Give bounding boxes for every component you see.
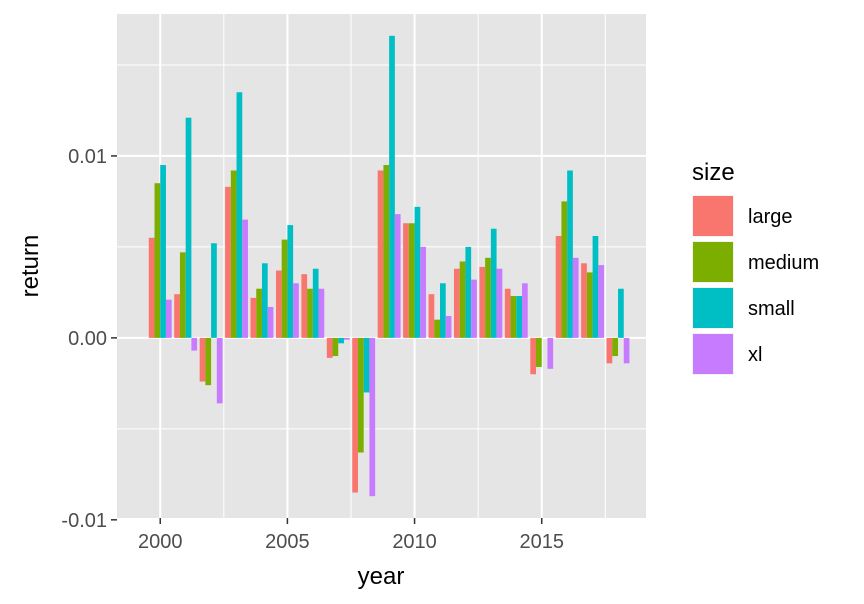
bar-xl-2010 (420, 246, 427, 338)
bar-small-2002 (211, 243, 217, 338)
legend-title: size (692, 159, 735, 186)
bar-xl-2005 (293, 283, 299, 338)
bar-small-2009 (389, 35, 395, 338)
bar-small-2018 (618, 288, 624, 338)
bar-medium-2012 (459, 261, 466, 338)
bar-large-2000 (148, 237, 155, 338)
axis-ticks (111, 155, 543, 524)
bar-large-2015 (530, 337, 537, 375)
bar-small-2004 (261, 263, 268, 338)
legend-swatch-xl (693, 334, 733, 374)
bar-small-2014 (516, 296, 523, 338)
bar-small-2005 (287, 225, 294, 338)
bar-large-2004 (250, 297, 257, 338)
bar-large-2012 (453, 268, 460, 338)
bar-large-2001 (174, 294, 180, 338)
bars (148, 35, 630, 497)
legend-label-large: large (748, 206, 792, 228)
bar-xl-2004 (267, 306, 274, 338)
x-tick-label: 2010 (392, 531, 437, 553)
bar-xl-2013 (496, 268, 503, 338)
legend-label-small: small (748, 298, 795, 320)
bar-medium-2018 (612, 337, 619, 357)
bar-medium-2005 (281, 239, 288, 338)
bar-medium-2013 (485, 257, 491, 338)
bar-small-2007 (338, 337, 344, 344)
bar-medium-2009 (383, 165, 390, 338)
bar-xl-2018 (623, 337, 630, 364)
bar-xl-2015 (547, 337, 554, 369)
y-axis-title: return (17, 235, 44, 298)
bar-large-2018 (606, 337, 613, 364)
x-tick-label: 2005 (265, 531, 310, 553)
bar-medium-2004 (256, 288, 262, 338)
bar-medium-2000 (154, 183, 161, 338)
bar-large-2008 (352, 337, 358, 493)
bar-xl-2008 (369, 337, 376, 497)
bar-small-2012 (465, 246, 472, 338)
bar-small-2008 (363, 337, 370, 393)
x-tick-label: 2015 (519, 531, 564, 553)
bar-medium-2016 (561, 201, 568, 338)
bar-large-2011 (428, 294, 435, 338)
bar-xl-2012 (471, 279, 477, 338)
bar-medium-2003 (230, 170, 237, 338)
legend-label-medium: medium (748, 252, 819, 274)
bar-large-2013 (479, 266, 486, 338)
bar-xl-2000 (165, 299, 172, 338)
bar-small-2010 (414, 206, 421, 338)
x-tick-label: 2000 (138, 531, 183, 553)
bar-xl-2001 (191, 337, 198, 351)
y-tick-label: 0.00 (68, 328, 107, 350)
bar-large-2009 (377, 170, 384, 338)
bar-small-2001 (185, 117, 192, 338)
tick-labels: 2000 2005 2010 2015 -0.01 0.00 0.01 (61, 146, 564, 553)
bar-small-2013 (490, 228, 497, 338)
bar-small-2003 (236, 92, 243, 338)
y-tick-label: -0.01 (61, 510, 107, 532)
bar-medium-2015 (536, 337, 542, 367)
bar-xl-2002 (216, 337, 223, 404)
bar-large-2010 (403, 223, 409, 338)
bar-medium-2008 (357, 337, 364, 453)
bar-medium-2017 (586, 272, 593, 338)
bar-xl-2009 (394, 214, 401, 338)
bar-large-2016 (555, 235, 562, 338)
bar-xl-2014 (522, 283, 528, 338)
bar-small-2011 (439, 283, 446, 338)
bar-large-2002 (199, 337, 206, 382)
bar-medium-2007 (332, 337, 339, 357)
bar-large-2005 (275, 270, 282, 338)
bar-medium-2001 (179, 252, 186, 338)
bar-small-2017 (592, 235, 599, 338)
bar-medium-2014 (510, 296, 517, 338)
bar-medium-2006 (307, 288, 313, 338)
legend-swatch-medium (693, 242, 733, 282)
bar-medium-2011 (434, 319, 440, 338)
bar-xl-2017 (598, 265, 605, 338)
bar-medium-2002 (205, 337, 212, 386)
x-axis-title: year (358, 563, 405, 590)
legend-swatch-large (693, 196, 733, 236)
bar-xl-2016 (572, 257, 579, 338)
bar-small-2016 (567, 170, 573, 338)
legend-swatch-small (693, 288, 733, 328)
bar-medium-2010 (408, 223, 415, 338)
bar-xl-2003 (242, 219, 248, 338)
bar-large-2014 (504, 288, 511, 338)
bar-small-2006 (312, 268, 319, 338)
bar-large-2006 (301, 274, 308, 338)
bar-xl-2007 (343, 337, 350, 340)
y-tick-label: 0.01 (68, 146, 107, 168)
bar-small-2000 (160, 165, 166, 338)
legend: large medium small xl (692, 195, 819, 375)
bar-large-2017 (581, 263, 587, 338)
bar-large-2003 (225, 186, 231, 338)
legend-label-xl: xl (748, 344, 762, 366)
bar-xl-2006 (318, 288, 325, 338)
bar-large-2007 (326, 337, 333, 358)
bar-xl-2011 (445, 316, 452, 338)
